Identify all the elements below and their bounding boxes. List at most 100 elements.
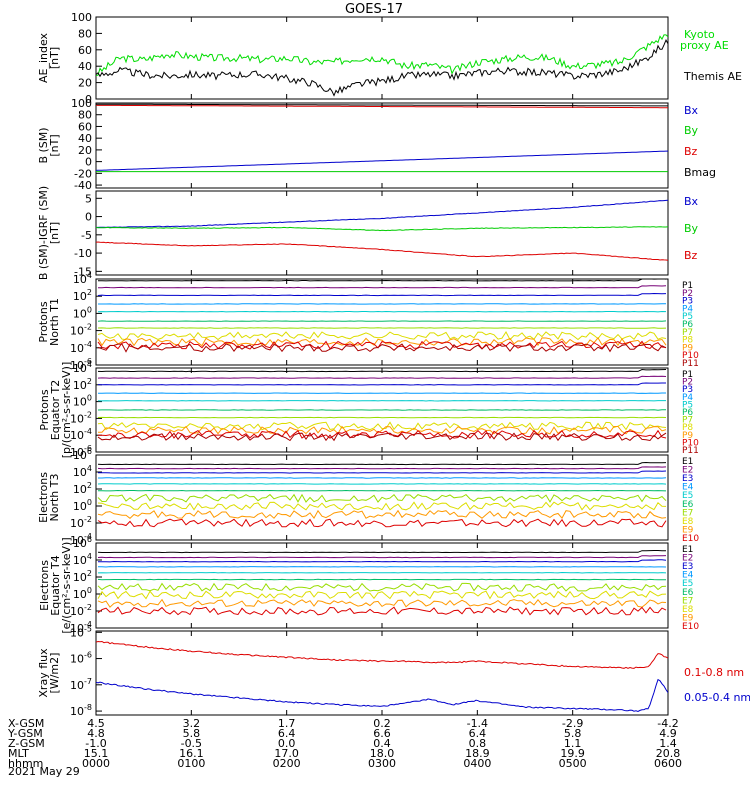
orbit-value: 0500	[559, 757, 587, 770]
channel-line-e8	[97, 501, 667, 511]
channel-line-p11	[97, 343, 667, 353]
series-line-by	[96, 226, 668, 232]
channel-label: E7	[682, 508, 693, 518]
channel-label: E1	[682, 457, 693, 467]
channel-label: E3	[682, 474, 693, 484]
orbit-value: 4.9	[659, 727, 677, 740]
channel-label: P5	[682, 400, 693, 410]
orbit-value: 19.9	[560, 747, 585, 760]
channel-label: P4	[682, 304, 693, 314]
y-tick-label: 104	[73, 360, 92, 375]
channel-line-p8	[97, 421, 667, 431]
panel-frame	[95, 278, 669, 366]
orbit-value: 5.8	[564, 727, 582, 740]
plot-area	[97, 550, 667, 616]
panel-4: 10-6 10-4 10-2 100 102 104 ProtonsNorth T1 P1P2…	[37, 271, 699, 372]
orbit-value: 0000	[82, 757, 110, 770]
orbit-row-hhmm: hhmm 0000 0100 0200 0300 0400 0500 0600	[8, 757, 682, 770]
channel-line-e3	[98, 559, 667, 563]
channel-label: E2	[682, 554, 693, 564]
channel-label: E7	[682, 596, 693, 606]
channel-line-p6	[97, 320, 667, 322]
channel-label: E5	[682, 491, 693, 501]
y-tick-label: 5	[85, 192, 92, 205]
y-tick-label: -5	[81, 229, 92, 242]
channel-line-p3	[97, 382, 666, 386]
channel-line-e9	[97, 509, 667, 520]
channel-label: E10	[682, 534, 699, 544]
channel-line-p3	[97, 292, 667, 297]
channel-label: P8	[682, 423, 693, 433]
y-tick-label: 40	[78, 60, 92, 73]
channel-label: P9	[682, 431, 693, 441]
y-tick-label: 10-4	[70, 532, 92, 547]
channel-label: P2	[682, 289, 693, 299]
y-tick-label: 100	[73, 586, 92, 601]
channel-line-e7	[97, 493, 667, 503]
channel-label: E2	[682, 466, 693, 476]
plot-area	[96, 34, 668, 97]
channel-label: P3	[682, 297, 693, 307]
y-tick-label: 40	[78, 132, 92, 145]
panel-frame	[95, 102, 669, 189]
legend-item: By	[684, 222, 699, 235]
channel-label: P10	[682, 351, 699, 361]
channel-line-e8	[97, 590, 667, 600]
y-tick-label: 106	[73, 535, 92, 550]
y-tick-label: 10-6	[70, 651, 92, 666]
legend-item: Bx	[684, 195, 699, 208]
y-tick-label: -20	[74, 167, 92, 180]
y-tick-label: 10-2	[70, 603, 92, 618]
channel-line-e6	[97, 578, 666, 581]
channel-label: P7	[682, 328, 693, 338]
orbit-row-z-gsm: Z-GSM -1.0 -0.5 0.0 0.4 0.8 1.1 1.4	[8, 737, 677, 750]
channel-label: P6	[682, 320, 693, 330]
orbit-row-label: MLT	[8, 747, 29, 760]
channel-label: P2	[682, 378, 693, 388]
orbit-value: 16.1	[179, 747, 204, 760]
y-tick-label: 80	[78, 109, 92, 122]
orbit-value: 4.5	[87, 717, 105, 730]
orbit-value: 0600	[654, 757, 682, 770]
orbit-value: 20.8	[656, 747, 681, 760]
channel-label: P9	[682, 343, 693, 353]
y-tick-label: 102	[73, 569, 92, 584]
orbit-value: 0200	[273, 757, 301, 770]
channel-line-e5	[97, 571, 667, 574]
legend-item: 0.1-0.8 nm	[684, 666, 744, 679]
channel-line-p11	[97, 432, 667, 442]
channel-label: E9	[682, 525, 694, 535]
figure-title: GOES-17	[345, 2, 403, 17]
channel-label: P7	[682, 416, 693, 426]
legend-item: Kyoto proxy AE	[680, 28, 729, 52]
legend-item: Bz	[684, 249, 698, 262]
orbit-value: -4.2	[657, 717, 678, 730]
channel-label: P4	[682, 393, 693, 403]
orbit-value: 5.8	[183, 727, 201, 740]
y-axis-title: ProtonsNorth T1	[37, 298, 61, 346]
y-axis-title: Xray flux[W/m2]	[37, 648, 61, 698]
series-line-kyoto-proxy-ae	[96, 34, 668, 77]
y-tick-label: 104	[73, 464, 92, 479]
y-tick-label: 106	[73, 447, 92, 462]
y-tick-label: 10-4	[70, 427, 92, 442]
channel-label: P5	[682, 312, 693, 322]
orbit-value: -1.4	[467, 717, 488, 730]
series-line-bx	[96, 199, 668, 228]
orbit-value: 0100	[177, 757, 205, 770]
orbit-row-label: hhmm	[8, 757, 43, 770]
y-tick-label: 80	[78, 27, 92, 40]
y-tick-label: 10-2	[70, 515, 92, 530]
y-tick-label: 102	[73, 377, 92, 392]
channel-line-e7	[97, 582, 667, 592]
y-tick-label: 100	[73, 394, 92, 409]
plot-area	[97, 461, 667, 528]
orbit-value: 6.4	[469, 727, 487, 740]
channel-line-e1	[97, 461, 667, 466]
channel-line-p9	[98, 425, 667, 435]
